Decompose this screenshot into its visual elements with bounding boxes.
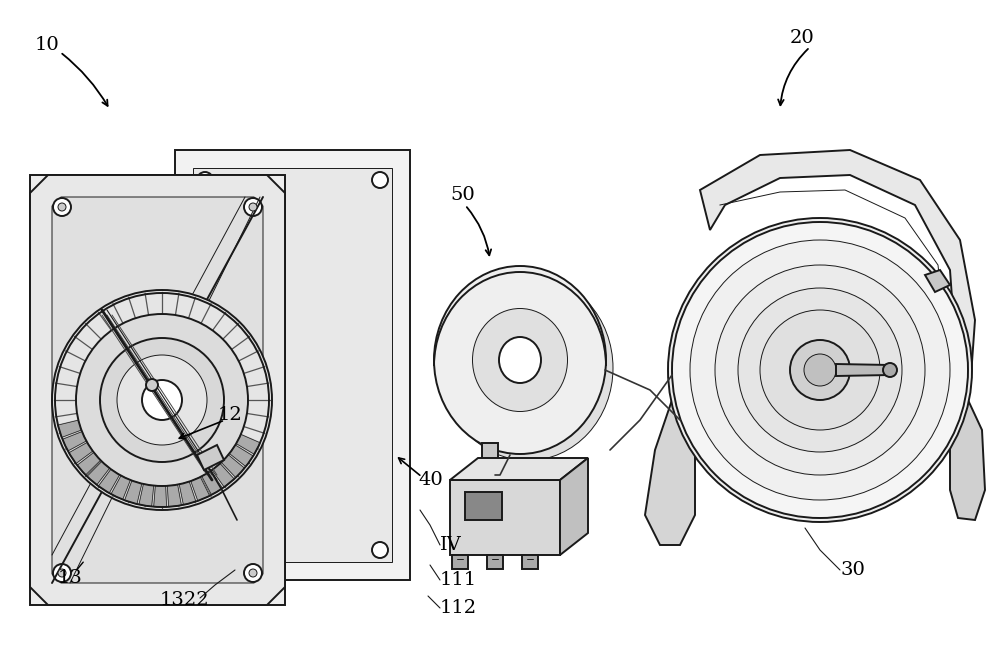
- Text: 40: 40: [418, 471, 443, 489]
- Circle shape: [804, 354, 836, 386]
- Polygon shape: [98, 469, 120, 493]
- Circle shape: [52, 290, 272, 510]
- Polygon shape: [925, 270, 950, 292]
- Circle shape: [142, 380, 182, 420]
- Polygon shape: [139, 484, 154, 506]
- Polygon shape: [111, 476, 130, 499]
- Circle shape: [790, 340, 850, 400]
- Circle shape: [690, 240, 950, 500]
- Circle shape: [146, 379, 158, 391]
- Polygon shape: [645, 400, 695, 545]
- Text: 10: 10: [35, 36, 60, 54]
- Polygon shape: [212, 463, 234, 487]
- Circle shape: [372, 172, 388, 188]
- Circle shape: [249, 569, 257, 577]
- Polygon shape: [221, 455, 244, 478]
- Polygon shape: [522, 555, 538, 569]
- Polygon shape: [175, 150, 410, 580]
- Circle shape: [244, 564, 262, 582]
- Circle shape: [100, 338, 224, 462]
- Circle shape: [53, 198, 71, 216]
- Ellipse shape: [473, 309, 568, 411]
- Circle shape: [668, 218, 972, 522]
- Polygon shape: [236, 434, 260, 454]
- Circle shape: [883, 363, 897, 377]
- Text: 20: 20: [790, 29, 815, 47]
- Text: IV: IV: [440, 536, 462, 554]
- Ellipse shape: [499, 337, 541, 383]
- Polygon shape: [560, 458, 588, 555]
- Text: 13: 13: [58, 569, 83, 587]
- Polygon shape: [77, 452, 101, 475]
- Circle shape: [244, 198, 262, 216]
- Polygon shape: [191, 477, 210, 500]
- Polygon shape: [58, 420, 81, 437]
- Polygon shape: [52, 197, 263, 583]
- Circle shape: [715, 265, 925, 475]
- Polygon shape: [179, 482, 196, 505]
- Text: 30: 30: [840, 561, 865, 579]
- Text: 1322: 1322: [160, 591, 210, 609]
- Polygon shape: [487, 555, 503, 569]
- Polygon shape: [950, 400, 985, 520]
- Polygon shape: [87, 462, 110, 485]
- Polygon shape: [465, 492, 502, 520]
- Polygon shape: [167, 485, 181, 507]
- Text: 111: 111: [440, 571, 477, 589]
- Polygon shape: [30, 175, 285, 605]
- Circle shape: [249, 203, 257, 211]
- Circle shape: [58, 203, 66, 211]
- Text: 112: 112: [440, 599, 477, 617]
- Polygon shape: [62, 432, 86, 451]
- Polygon shape: [836, 364, 890, 376]
- Polygon shape: [450, 458, 588, 480]
- Polygon shape: [125, 480, 142, 504]
- Circle shape: [760, 310, 880, 430]
- Polygon shape: [30, 175, 285, 605]
- Polygon shape: [229, 445, 253, 467]
- Polygon shape: [450, 480, 560, 555]
- Polygon shape: [482, 443, 498, 461]
- Circle shape: [58, 569, 66, 577]
- Text: 12: 12: [218, 406, 243, 424]
- Text: 50: 50: [450, 186, 475, 204]
- Circle shape: [117, 355, 207, 445]
- Polygon shape: [700, 150, 975, 430]
- Circle shape: [738, 288, 902, 452]
- Circle shape: [53, 564, 71, 582]
- Ellipse shape: [443, 276, 613, 460]
- Circle shape: [197, 172, 213, 188]
- Polygon shape: [69, 443, 93, 463]
- Circle shape: [197, 542, 213, 558]
- Polygon shape: [197, 445, 224, 470]
- Polygon shape: [452, 555, 468, 569]
- Polygon shape: [154, 486, 167, 507]
- Circle shape: [76, 314, 248, 486]
- Ellipse shape: [434, 266, 606, 454]
- Circle shape: [672, 222, 968, 518]
- Polygon shape: [193, 168, 392, 562]
- Polygon shape: [202, 471, 223, 495]
- Circle shape: [372, 542, 388, 558]
